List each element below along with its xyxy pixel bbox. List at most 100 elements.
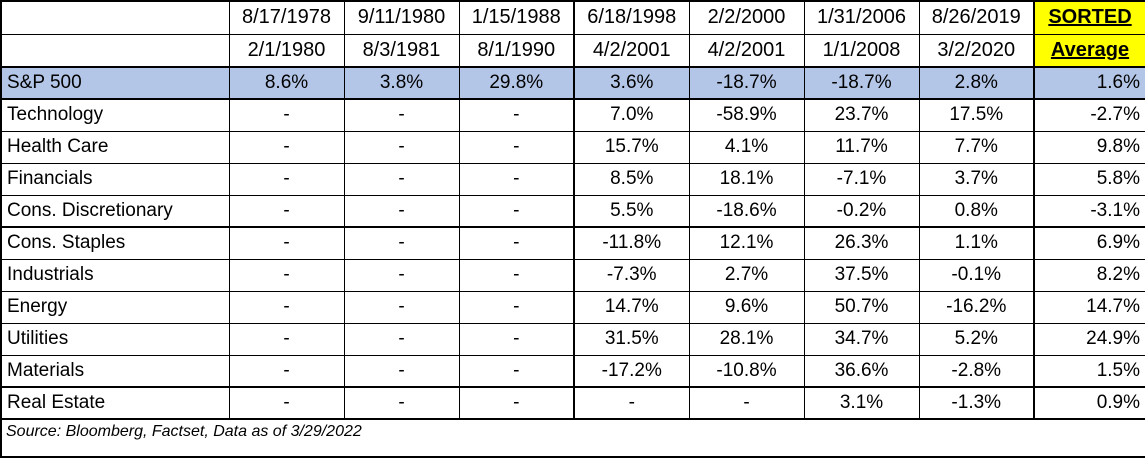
- value-cell: 18.1%: [688, 162, 805, 196]
- value-cell: -18.6%: [688, 194, 805, 228]
- period-end-date: 4/2/2001: [573, 33, 690, 68]
- row-label: Health Care: [0, 130, 230, 164]
- value-cell: -: [228, 162, 345, 196]
- value-cell: 5.2%: [918, 322, 1035, 356]
- table-row-health-care: Health Care - - -15.7% 4.1% 11.7% 7.7% 9.8%: [0, 130, 1145, 164]
- row-label: Utilities: [0, 322, 230, 356]
- value-cell: 1.1%: [918, 226, 1035, 260]
- corner-cell: [0, 0, 230, 35]
- table-footer: Source: Bloomberg, Factset, Data as of 3…: [0, 418, 1145, 458]
- value-cell: -: [228, 226, 345, 260]
- value-cell: 28.1%: [688, 322, 805, 356]
- value-cell: 8.6%: [228, 66, 345, 100]
- value-cell: -: [228, 194, 345, 228]
- value-cell: -17.2%: [573, 354, 690, 388]
- row-label: Real Estate: [0, 386, 230, 420]
- value-cell: -: [458, 290, 575, 324]
- period-end-date: 8/3/1981: [343, 33, 460, 68]
- value-cell: 2.7%: [688, 258, 805, 292]
- value-cell: -: [343, 386, 460, 420]
- value-cell: -: [343, 226, 460, 260]
- value-cell: -: [458, 226, 575, 260]
- value-cell: 8.5%: [573, 162, 690, 196]
- value-cell: -: [343, 258, 460, 292]
- table-row-real-estate: Real Estate - - - - -3.1% -1.3% 0.9%: [0, 386, 1145, 420]
- period-end-date: 2/1/1980: [228, 33, 345, 68]
- value-cell: -: [458, 194, 575, 228]
- row-label: Energy: [0, 290, 230, 324]
- value-cell: -: [343, 194, 460, 228]
- value-cell: -: [343, 98, 460, 132]
- value-cell: 36.6%: [803, 354, 920, 388]
- value-cell: 12.1%: [688, 226, 805, 260]
- value-cell: 50.7%: [803, 290, 920, 324]
- value-cell: -: [458, 130, 575, 164]
- row-label: Cons. Discretionary: [0, 194, 230, 228]
- period-start-date: 1/15/1988: [458, 0, 575, 35]
- period-start-date: 8/26/2019: [918, 0, 1035, 35]
- row-label: Financials: [0, 162, 230, 196]
- value-cell: -: [228, 386, 345, 420]
- table-row-technology: Technology - - -7.0% -58.9% 23.7% 17.5% -2.7%: [0, 98, 1145, 132]
- table-row-energy: Energy - - -14.7% 9.6% 50.7% -16.2% 14.7%: [0, 290, 1145, 324]
- value-cell: 2.8%: [918, 66, 1035, 100]
- value-cell: -16.2%: [918, 290, 1035, 324]
- value-cell: 14.7%: [573, 290, 690, 324]
- value-cell: -: [343, 322, 460, 356]
- value-cell: 34.7%: [803, 322, 920, 356]
- value-cell: 23.7%: [803, 98, 920, 132]
- source-note: Source: Bloomberg, Factset, Data as of 3…: [0, 418, 1145, 458]
- sorted-header-line2: Average: [1033, 33, 1145, 68]
- value-cell: 37.5%: [803, 258, 920, 292]
- value-cell: -: [573, 386, 690, 420]
- value-cell: -18.7%: [688, 66, 805, 100]
- value-cell: -: [458, 162, 575, 196]
- value-cell: -7.3%: [573, 258, 690, 292]
- value-cell: 29.8%: [458, 66, 575, 100]
- period-end-date: 4/2/2001: [688, 33, 805, 68]
- value-cell: 9.6%: [688, 290, 805, 324]
- average-cell: 6.9%: [1033, 226, 1145, 260]
- value-cell: 5.5%: [573, 194, 690, 228]
- corner-cell: [0, 33, 230, 68]
- value-cell: 7.7%: [918, 130, 1035, 164]
- average-cell: 1.5%: [1033, 354, 1145, 388]
- value-cell: -: [343, 162, 460, 196]
- value-cell: 3.6%: [573, 66, 690, 100]
- period-start-date: 6/18/1998: [573, 0, 690, 35]
- value-cell: -7.1%: [803, 162, 920, 196]
- sorted-header-line1: SORTED: [1033, 0, 1145, 35]
- table-body: S&P 500 8.6% 3.8% 29.8% 3.6% -18.7% -18.7% 2.8%…: [0, 66, 1145, 420]
- period-start-date: 8/17/1978: [228, 0, 345, 35]
- value-cell: -: [458, 98, 575, 132]
- table-row-materials: Materials - - - -17.2% -10.8% 36.6% -2.8% 1.5%: [0, 354, 1145, 388]
- row-label: Industrials: [0, 258, 230, 292]
- row-label: S&P 500: [0, 66, 230, 100]
- value-cell: -: [228, 354, 345, 388]
- value-cell: -: [228, 322, 345, 356]
- value-cell: 0.8%: [918, 194, 1035, 228]
- table-row-financials: Financials - - -8.5% 18.1% -7.1% 3.7% 5.8%: [0, 162, 1145, 196]
- value-cell: -: [458, 322, 575, 356]
- value-cell: -: [343, 354, 460, 388]
- average-cell: 0.9%: [1033, 386, 1145, 420]
- average-cell: 14.7%: [1033, 290, 1145, 324]
- value-cell: 11.7%: [803, 130, 920, 164]
- period-end-date: 8/1/1990: [458, 33, 575, 68]
- row-label: Cons. Staples: [0, 226, 230, 260]
- table-row-cons-discretionary: Cons. Discretionary - - -5.5% -18.6% -0.2% 0.8…: [0, 194, 1145, 228]
- value-cell: 15.7%: [573, 130, 690, 164]
- average-cell: 8.2%: [1033, 258, 1145, 292]
- period-end-date: 3/2/2020: [918, 33, 1035, 68]
- average-cell: 24.9%: [1033, 322, 1145, 356]
- value-cell: 3.8%: [343, 66, 460, 100]
- value-cell: -: [458, 258, 575, 292]
- value-cell: 26.3%: [803, 226, 920, 260]
- value-cell: -1.3%: [918, 386, 1035, 420]
- value-cell: 3.7%: [918, 162, 1035, 196]
- average-cell: 9.8%: [1033, 130, 1145, 164]
- table-header: 8/17/1978 9/11/1980 1/15/1988 6/18/1998 2/2/…: [0, 0, 1145, 68]
- source-row: Source: Bloomberg, Factset, Data as of 3…: [0, 418, 1145, 458]
